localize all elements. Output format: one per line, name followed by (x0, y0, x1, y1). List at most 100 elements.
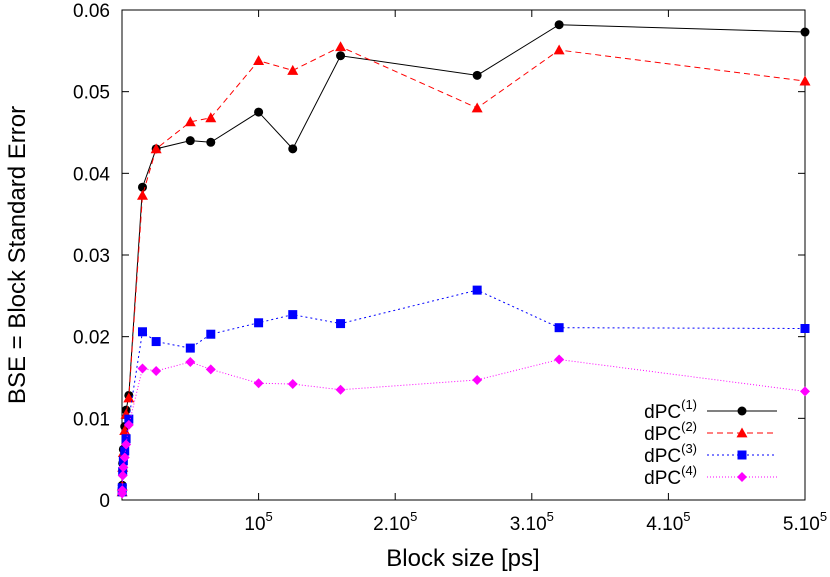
x-tick-label: 5.105 (783, 509, 827, 535)
y-axis-title: BSE = Block Standard Error (4, 106, 31, 404)
legend-label: dPC(4) (644, 463, 697, 489)
data-point-triangle (184, 116, 196, 127)
data-point-triangle (150, 143, 162, 154)
x-tick-mantissa: 2.10 (373, 514, 410, 535)
data-point-diamond (737, 472, 747, 482)
series-line (121, 359, 806, 494)
data-point-triangle (553, 44, 565, 55)
legend-label: dPC(3) (644, 441, 697, 467)
data-point-diamond (554, 354, 565, 365)
legend-name: dPC (644, 446, 681, 467)
x-tick-label: 3.105 (510, 509, 554, 535)
data-point-diamond (117, 470, 128, 481)
data-point-diamond (118, 462, 129, 473)
y-tick-label: 0.01 (73, 409, 110, 430)
legend-superscript: (2) (681, 419, 697, 434)
legend-label: dPC(2) (644, 419, 697, 445)
data-point-circle (554, 20, 564, 30)
series-2 (116, 41, 811, 497)
data-point-triangle (736, 427, 748, 438)
data-point-square (288, 310, 298, 320)
data-point-square (206, 329, 216, 339)
data-point-square (800, 324, 810, 333)
data-point-diamond (151, 365, 162, 376)
x-axis-title: Block size [ps] (386, 545, 539, 572)
y-tick-label: 0.02 (73, 328, 110, 349)
data-point-triangle (205, 112, 217, 123)
x-tick-mantissa: 10 (244, 514, 265, 535)
series-line (121, 289, 806, 492)
legend-name: dPC (644, 424, 681, 445)
y-tick-label: 0.03 (73, 246, 110, 267)
x-tick-exponent: 5 (820, 509, 827, 524)
data-point-square (121, 434, 131, 444)
data-point-triangle (287, 64, 299, 75)
data-point-square (254, 318, 264, 328)
legend-superscript: (1) (681, 397, 697, 412)
x-tick-label: 2.105 (373, 509, 417, 535)
data-point-circle (336, 51, 346, 61)
data-point-diamond (117, 485, 128, 496)
data-point-diamond (472, 374, 483, 385)
data-point-square (151, 337, 161, 347)
data-point-triangle (119, 425, 131, 435)
legend-name: dPC (644, 468, 681, 489)
y-tick-label: 0.06 (73, 1, 110, 22)
series-3 (117, 285, 810, 497)
legend-superscript: (4) (681, 463, 697, 478)
data-point-circle (206, 137, 216, 147)
data-point-diamond (119, 452, 130, 463)
data-point-square (185, 343, 195, 353)
series-line (121, 24, 806, 491)
data-point-square (124, 414, 134, 424)
x-tick-exponent: 5 (683, 509, 690, 524)
legend: dPC(1)dPC(2)dPC(3)dPC(4) (644, 397, 777, 489)
data-point-diamond (185, 356, 196, 367)
x-tick-exponent: 5 (547, 509, 554, 524)
x-tick-mantissa: 4.10 (646, 514, 683, 535)
data-point-diamond (123, 419, 134, 430)
data-point-diamond (121, 439, 132, 450)
legend-superscript: (3) (681, 441, 697, 456)
data-point-triangle (123, 392, 135, 403)
y-tick-label: 0.04 (73, 164, 110, 185)
x-tick-label: 105 (244, 509, 272, 535)
data-point-square (554, 323, 564, 333)
series-line (121, 46, 806, 492)
x-tick-exponent: 5 (266, 509, 273, 524)
data-point-diamond (800, 386, 810, 397)
data-point-square (137, 327, 147, 337)
data-point-circle (185, 136, 195, 146)
x-tick-mantissa: 3.10 (510, 514, 547, 535)
data-point-triangle (136, 189, 148, 200)
data-point-diamond (287, 379, 298, 390)
data-point-circle (737, 406, 747, 416)
data-point-triangle (471, 102, 483, 113)
data-point-circle (254, 107, 264, 117)
y-tick-label: 0 (99, 491, 110, 512)
data-point-square (336, 319, 346, 329)
data-point-diamond (253, 378, 264, 389)
data-point-diamond (335, 384, 346, 395)
data-point-square (120, 446, 130, 456)
data-point-triangle (253, 55, 265, 66)
data-point-square (472, 285, 482, 295)
legend-label: dPC(1) (644, 397, 697, 423)
series-4 (117, 354, 810, 499)
data-point-diamond (137, 363, 148, 374)
data-point-square (737, 450, 747, 460)
data-point-triangle (335, 41, 347, 52)
x-tick-exponent: 5 (410, 509, 417, 524)
series-1 (117, 20, 810, 495)
data-point-circle (800, 27, 810, 37)
series-layer (116, 20, 811, 499)
y-tick-label: 0.05 (73, 83, 110, 104)
x-tick-label: 4.105 (646, 509, 690, 535)
x-tick-mantissa: 5.10 (783, 514, 820, 535)
data-point-diamond (205, 364, 216, 375)
data-point-circle (288, 144, 298, 154)
data-point-triangle (799, 75, 811, 86)
legend-name: dPC (644, 402, 681, 423)
